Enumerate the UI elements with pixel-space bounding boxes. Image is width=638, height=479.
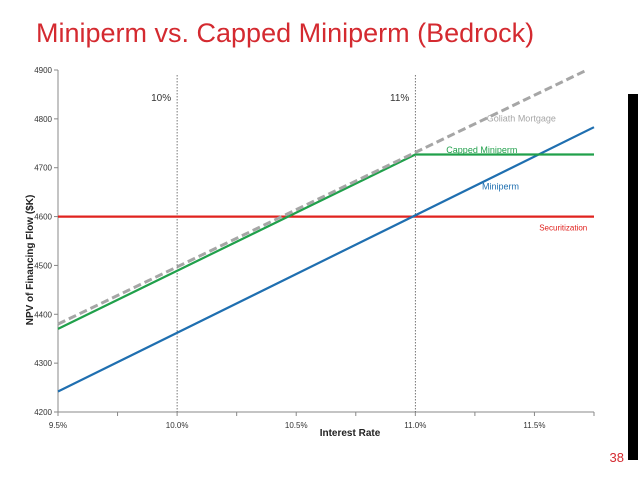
y-tick-label: 4200	[34, 408, 52, 417]
annotation-capped-miniperm: Capped Miniperm	[446, 145, 517, 155]
y-tick-label: 4700	[34, 164, 52, 173]
y-tick-label: 4400	[34, 310, 52, 319]
decorative-side-bar	[628, 94, 638, 460]
y-tick-label: 4900	[34, 66, 52, 75]
y-tick-label: 4300	[34, 359, 52, 368]
slide-title: Miniperm vs. Capped Miniperm (Bedrock)	[36, 18, 535, 48]
series-lines	[57, 68, 595, 393]
series-line-capped-miniperm	[57, 153, 594, 330]
y-axis-label: NPV of Financing Flow ($K)	[25, 195, 36, 326]
x-tick-label: 9.5%	[49, 421, 67, 430]
series-line-goliath-mortgage	[57, 68, 588, 326]
x-tick-label: 11.0%	[404, 421, 426, 430]
y-tick-label: 4800	[34, 115, 52, 124]
x-tick-label: 10.0%	[166, 421, 189, 430]
reference-lines: 10% 11%	[151, 75, 416, 412]
x-tick-label: 11.5%	[523, 421, 545, 430]
series-annotations: Goliath Mortgage Capped Miniperm Miniperm S…	[446, 113, 587, 232]
annotation-miniperm: Miniperm	[482, 182, 519, 192]
reference-line-label: 11%	[390, 93, 409, 104]
reference-line-label: 10%	[151, 93, 171, 104]
page-number: 38	[609, 450, 624, 465]
x-tick-label: 10.5%	[285, 421, 308, 430]
axes: 4200 4300 4400 4500 4600 4700 4800 4900 9.5% 10.0…	[34, 66, 595, 430]
annotation-securitization: Securitization	[539, 223, 587, 232]
annotation-goliath-mortgage: Goliath Mortgage	[487, 113, 556, 123]
series-line-miniperm	[57, 126, 595, 393]
x-axis-label: Interest Rate	[320, 428, 381, 439]
y-tick-label: 4500	[34, 261, 52, 270]
y-tick-label: 4600	[34, 213, 52, 222]
